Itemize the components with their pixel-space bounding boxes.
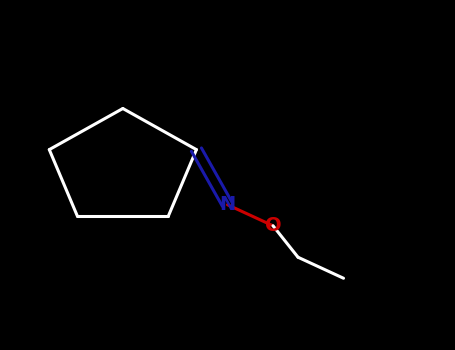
Text: N: N bbox=[219, 195, 236, 214]
Text: O: O bbox=[265, 216, 281, 235]
